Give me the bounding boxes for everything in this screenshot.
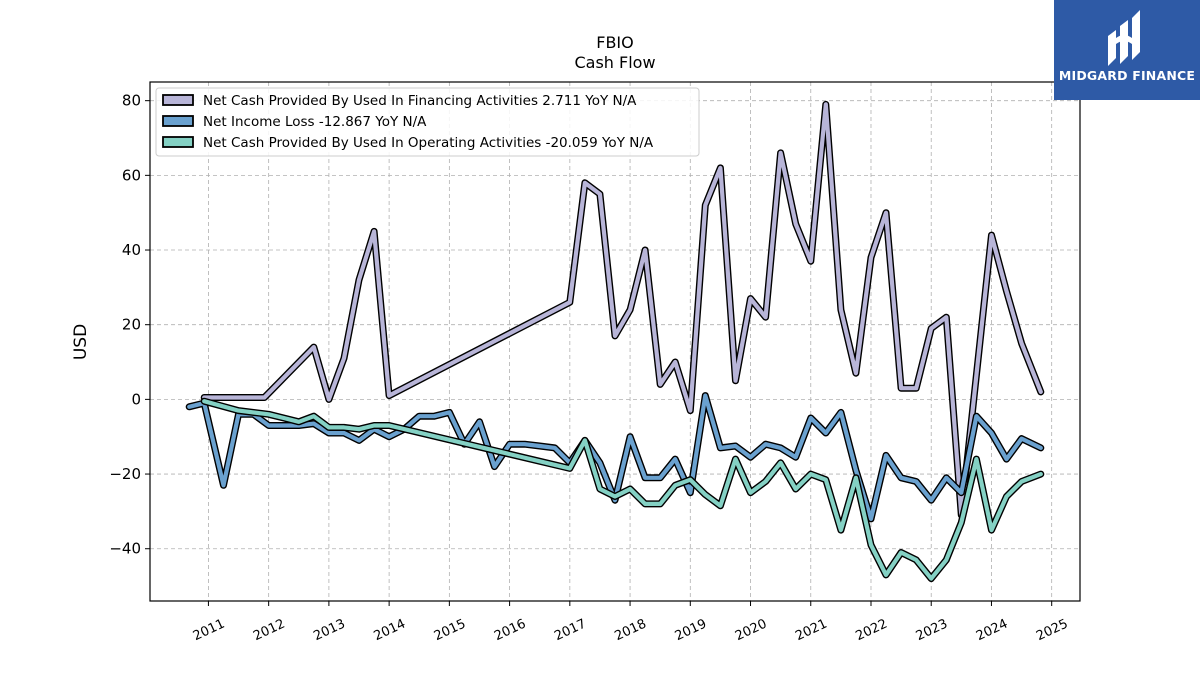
x-tick-label: 2021 bbox=[793, 617, 829, 645]
x-tick-label: 2016 bbox=[492, 617, 528, 645]
x-tick-label: 2025 bbox=[1034, 617, 1070, 645]
y-tick-label: −20 bbox=[109, 465, 141, 483]
x-tick-label: 2017 bbox=[552, 617, 588, 645]
logo-mark-icon bbox=[1108, 10, 1140, 66]
series-outline-1 bbox=[200, 100, 1045, 519]
x-tick-label: 2018 bbox=[613, 617, 649, 645]
legend-swatch-2 bbox=[162, 115, 194, 127]
y-tick-label: 80 bbox=[122, 92, 141, 110]
legend-box bbox=[155, 87, 700, 157]
legend-label-2: Net Income Loss -12.867 YoY N/A bbox=[203, 114, 427, 130]
y-tick-label: −40 bbox=[109, 540, 141, 558]
chart-subtitle: Cash Flow bbox=[574, 53, 655, 72]
x-tick-label: 2024 bbox=[974, 617, 1010, 645]
x-tick-label: 2020 bbox=[733, 617, 769, 645]
x-tick-label: 2011 bbox=[191, 617, 227, 645]
plot-frame bbox=[149, 81, 1081, 602]
x-tick-label: 2023 bbox=[914, 617, 950, 645]
chart-title: FBIO bbox=[596, 33, 634, 52]
x-tick-label: 2019 bbox=[673, 617, 709, 645]
x-tick-label: 2022 bbox=[853, 617, 889, 645]
legend-label-3: Net Cash Provided By Used In Operating A… bbox=[203, 135, 654, 151]
legend-swatch-3 bbox=[162, 136, 194, 148]
brand-name: MIDGARD FINANCE bbox=[1058, 68, 1196, 83]
y-tick-label: 0 bbox=[131, 390, 141, 408]
series-line-2 bbox=[187, 393, 1043, 522]
axis-ticks: −40 −20 0 20 40 60 80 2011 2012 2013 2014 2015 2016 2… bbox=[109, 92, 1070, 644]
legend-label-1: Net Cash Provided By Used In Financing A… bbox=[203, 93, 637, 109]
grid bbox=[150, 82, 1080, 601]
y-tick-label: 40 bbox=[122, 241, 141, 259]
x-tick-label: 2012 bbox=[251, 617, 287, 645]
brand-logo: MIDGARD FINANCE bbox=[1054, 0, 1200, 100]
y-axis-label: USD bbox=[71, 324, 91, 360]
series-lines bbox=[185, 100, 1045, 583]
series-line-1 bbox=[202, 102, 1043, 518]
series-line-3 bbox=[202, 399, 1043, 581]
x-tick-label: 2013 bbox=[311, 617, 347, 645]
legend-swatch-1 bbox=[162, 94, 194, 106]
x-tick-label: 2014 bbox=[372, 617, 408, 645]
y-tick-label: 60 bbox=[122, 166, 141, 184]
x-tick-label: 2015 bbox=[432, 617, 468, 645]
legend: Net Cash Provided By Used In Financing A… bbox=[155, 87, 700, 157]
y-tick-label: 20 bbox=[122, 316, 141, 334]
